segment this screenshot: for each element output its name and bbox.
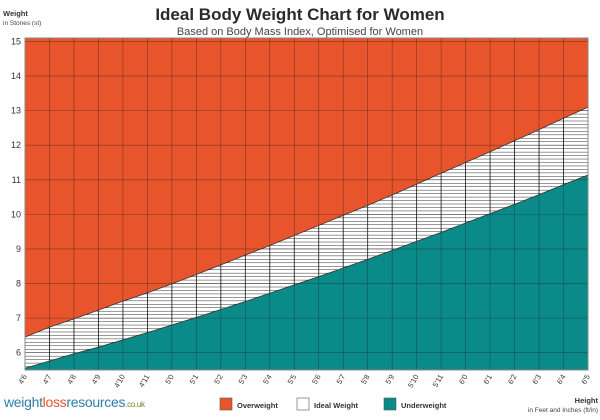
major-grid <box>24 38 589 370</box>
legend-label-underweight: Underweight <box>401 401 447 410</box>
y-tick-label: 15 <box>11 36 21 46</box>
x-tick-label: 4'8 <box>65 373 78 386</box>
x-tick-label: 5'8 <box>359 373 372 386</box>
x-tick-label: 5'4 <box>261 373 274 386</box>
x-tick-label: 5'3 <box>237 373 250 386</box>
x-tick-label: 4'11 <box>137 373 151 389</box>
x-axis-sublabel: in Feet and Inches (ft/in) <box>528 407 598 414</box>
y-tick-label: 14 <box>11 71 21 81</box>
x-tick-label: 4'6 <box>16 373 29 386</box>
upper-bound-line <box>24 106 589 338</box>
x-tick-label: 5'7 <box>335 373 348 386</box>
lower-bound-line <box>24 174 589 369</box>
x-tick-label: 5'2 <box>212 373 225 386</box>
y-axis-label: Weight <box>3 9 28 18</box>
y-tick-label: 13 <box>11 106 21 116</box>
x-tick-label: 5'6 <box>310 373 323 386</box>
legend-swatch-overweight <box>219 397 233 411</box>
x-tick-label: 4'9 <box>90 373 103 386</box>
x-tick-label: 5'1 <box>188 373 201 386</box>
x-tick-label: 6'0 <box>457 373 470 386</box>
legend-swatch-ideal <box>296 397 310 411</box>
x-tick-label: 4'7 <box>41 373 54 386</box>
x-tick-label: 5'11 <box>431 373 445 389</box>
plot-frame <box>24 37 589 371</box>
y-tick-label: 6 <box>16 348 21 358</box>
x-tick-label: 6'1 <box>481 373 494 386</box>
x-tick-label: 6'5 <box>579 373 592 386</box>
y-tick-label: 9 <box>16 244 21 254</box>
y-tick-label: 11 <box>12 175 21 185</box>
x-axis-label: Height <box>575 396 599 405</box>
x-tick-labels: 4'6 4'7 4'8 4'9 4'10 4'11 5'0 5'1 5'2 5'3 5'4 5'5 5'… <box>16 373 592 390</box>
overweight-area <box>25 38 588 338</box>
x-tick-label: 6'3 <box>530 373 543 386</box>
x-tick-label: 6'2 <box>506 373 519 386</box>
y-tick-label: 8 <box>16 279 21 289</box>
y-tick-labels: 6 7 8 9 10 11 12 13 14 15 <box>11 36 21 357</box>
x-tick-label: 5'9 <box>383 373 396 386</box>
y-tick-label: 12 <box>11 140 21 150</box>
x-tick-label: 5'10 <box>406 373 421 390</box>
x-tick-label: 4'10 <box>112 373 127 390</box>
chart-title: Ideal Body Weight Chart for Women <box>155 5 444 24</box>
y-tick-label: 10 <box>11 209 21 219</box>
y-axis-sublabel: in Stones (st) <box>3 20 41 27</box>
y-tick-label: 7 <box>16 313 21 323</box>
legend-label-ideal: Ideal Weight <box>314 401 359 410</box>
plot-area <box>24 37 589 371</box>
legend-swatch-underweight <box>383 397 397 411</box>
x-tick-label: 5'0 <box>163 373 176 386</box>
brand-logo: weightlossresources.co.uk <box>4 394 145 410</box>
x-tick-label: 6'4 <box>555 373 568 386</box>
legend-label-overweight: Overweight <box>237 401 278 410</box>
x-tick-label: 5'5 <box>286 373 299 386</box>
legend: Overweight Ideal Weight Underweight <box>219 397 447 411</box>
chart-subtitle: Based on Body Mass Index, Optimised for … <box>177 26 423 38</box>
underweight-area <box>25 174 588 370</box>
